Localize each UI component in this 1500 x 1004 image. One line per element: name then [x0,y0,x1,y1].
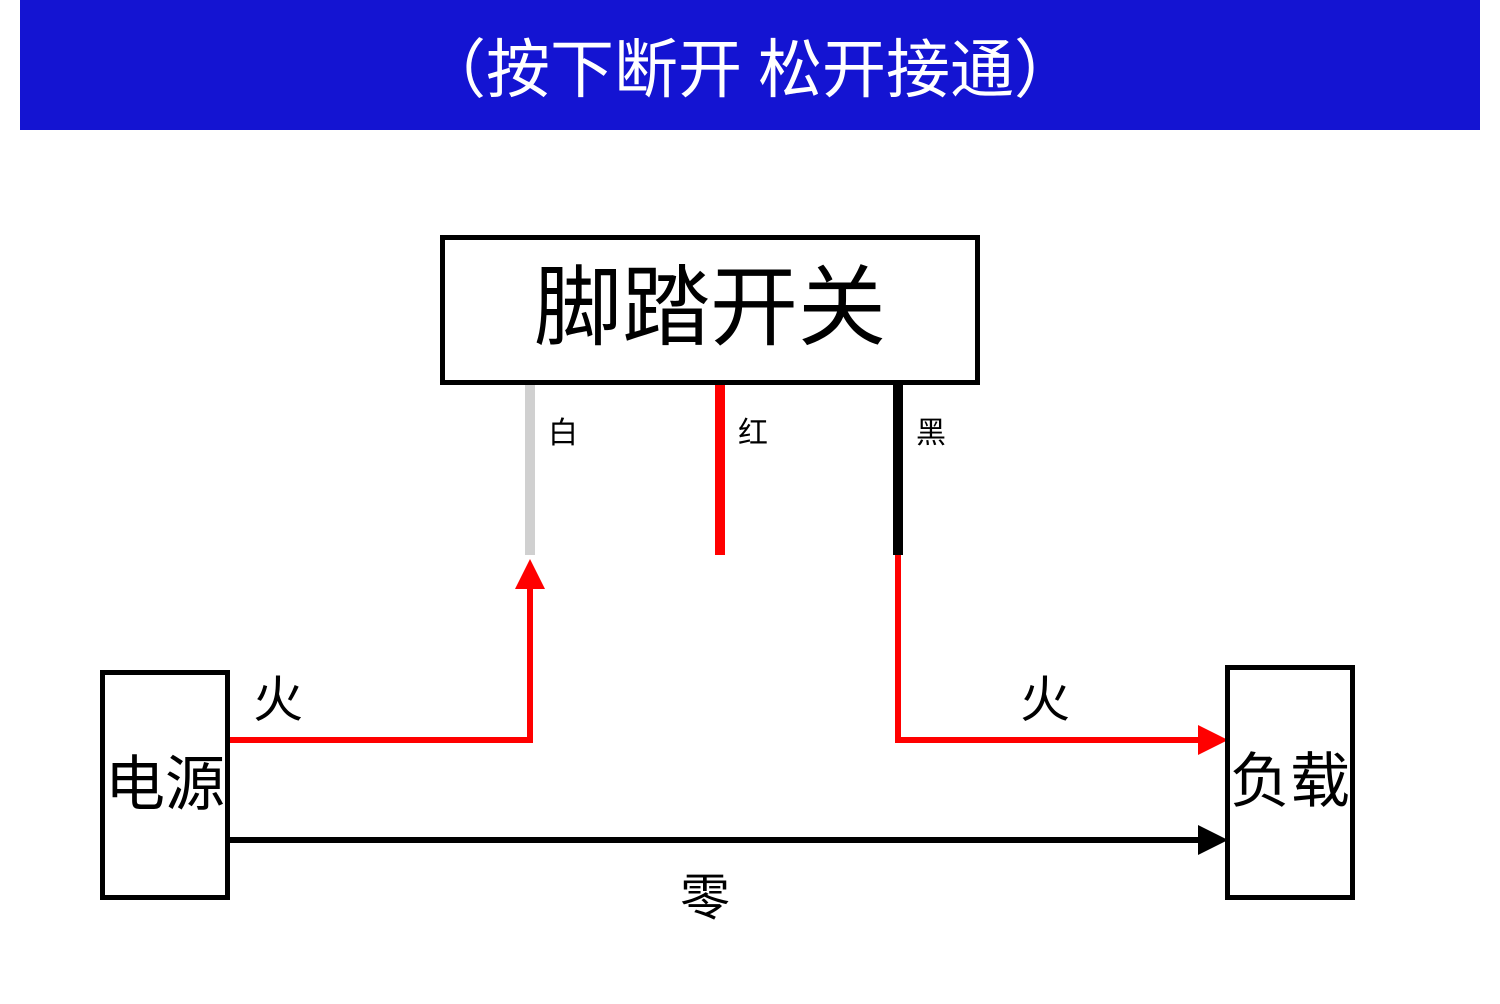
label-black-wire: 黑 [916,408,946,452]
wiring-diagram: 脚踏开关 电源 负载 火 火 零 白 红 黑 [0,0,1500,1004]
node-load: 负载 [1225,665,1355,900]
node-foot-switch-label: 脚踏开关 [534,264,886,356]
node-foot-switch: 脚踏开关 [440,235,980,385]
node-load-label: 负载 [1230,751,1350,814]
node-power-source-label: 电源 [105,754,225,817]
node-power-source: 电源 [100,670,230,900]
label-red-wire: 红 [738,408,768,452]
label-white-wire: 白 [548,408,578,452]
label-live-in: 火 [253,660,303,732]
label-live-out: 火 [1020,660,1070,732]
label-neutral: 零 [680,858,730,930]
